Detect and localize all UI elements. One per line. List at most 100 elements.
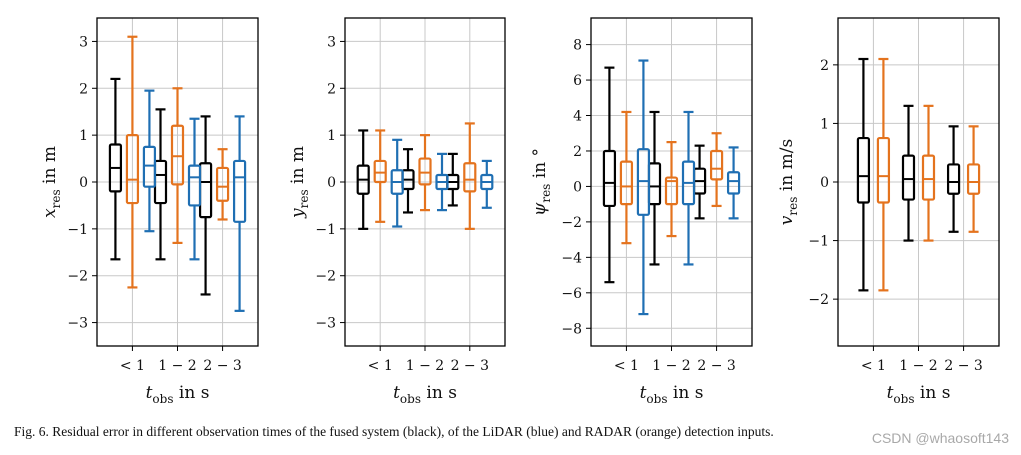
y-tick-label: −6 — [561, 286, 582, 302]
box-lidar — [232, 115, 247, 312]
box-fused — [401, 148, 415, 214]
x-tick-label: < 1 — [614, 358, 639, 374]
box-iqr — [463, 162, 477, 193]
box-lidar — [681, 110, 696, 266]
box-fused — [198, 115, 213, 296]
box-iqr — [125, 134, 140, 205]
box-iqr — [232, 159, 247, 223]
box-lidar — [390, 138, 404, 228]
box-radar — [619, 110, 634, 245]
y-tick-label: 0 — [573, 179, 582, 195]
y-tick-label: 4 — [573, 109, 582, 125]
box-iqr — [418, 157, 432, 186]
box-fused — [108, 77, 123, 261]
y-tick-label: 8 — [573, 38, 582, 54]
y-tick-label: 1 — [327, 128, 336, 144]
box-fused — [153, 108, 168, 261]
box-fused — [901, 104, 916, 242]
y-tick-label: −1 — [808, 234, 829, 250]
box-lidar — [187, 117, 202, 261]
panel-psi: 8 6 4 2 0 −2 −4 −6 −8 < 1 1 − 2 2 − 3 tobs in s ψres … — [530, 17, 753, 406]
x-tick-label: 2 − 3 — [451, 358, 489, 374]
y-tick-label: 6 — [573, 73, 582, 89]
box-fused — [647, 110, 662, 266]
y-tick-label: 0 — [79, 175, 88, 191]
box-radar — [921, 104, 936, 242]
box-fused — [946, 125, 961, 233]
box-radar — [215, 148, 230, 221]
x-tick-label: 2 − 3 — [944, 358, 982, 374]
x-tick-label: 1 − 2 — [158, 358, 196, 374]
box-fused — [692, 144, 707, 220]
x-axis-label: tobs in s — [393, 383, 457, 406]
y-tick-label: 0 — [327, 175, 336, 191]
box-iqr — [966, 163, 981, 195]
y-axis-label: ψres in ° — [530, 148, 553, 216]
box-radar — [876, 57, 891, 292]
box-fused — [856, 57, 871, 292]
y-tick-label: −2 — [561, 215, 582, 231]
y-tick-label: 2 — [327, 81, 336, 97]
box-iqr — [921, 154, 936, 201]
box-iqr — [876, 136, 891, 204]
y-tick-label: 2 — [79, 81, 88, 97]
y-axis-label: vres in m/s — [777, 139, 800, 225]
y-tick-label: −1 — [67, 222, 88, 238]
x-axis-label: tobs in s — [887, 383, 951, 406]
y-tick-label: −1 — [315, 222, 336, 238]
x-tick-label: 2 − 3 — [697, 358, 735, 374]
box-iqr — [664, 176, 679, 206]
box-radar — [664, 141, 679, 238]
panel-v: 2 1 0 −1 −2 < 1 1 − 2 2 − 3 tobs in s vres in m/s — [777, 17, 1000, 406]
box-lidar — [142, 89, 157, 233]
box-iqr — [187, 164, 202, 207]
y-tick-label: −2 — [315, 269, 336, 285]
panel-y: 3 2 1 0 −1 −2 −3 < 1 1 − 2 2 − 3 tobs in s yres in … — [288, 17, 506, 406]
box-iqr — [856, 136, 871, 204]
box-fused — [602, 66, 617, 284]
box-lidar — [636, 59, 651, 316]
box-iqr — [170, 124, 185, 186]
y-tick-label: −3 — [67, 316, 88, 332]
y-axis-label: yres in m — [288, 146, 311, 219]
box-radar — [170, 87, 185, 245]
box-fused — [356, 129, 370, 230]
box-iqr — [946, 163, 961, 195]
y-tick-label: 0 — [820, 175, 829, 191]
watermark: CSDN @whaosoft143 — [871, 430, 1009, 446]
y-tick-label: 1 — [79, 128, 88, 144]
x-tick-label: 2 − 3 — [203, 358, 241, 374]
box-radar — [709, 132, 724, 208]
y-tick-label: −2 — [67, 269, 88, 285]
y-tick-label: −3 — [315, 316, 336, 332]
box-iqr — [602, 149, 617, 208]
box-iqr — [215, 166, 230, 202]
box-radar — [418, 134, 432, 212]
box-iqr — [373, 159, 387, 184]
panel-x: 3 2 1 0 −1 −2 −3 < 1 1 − 2 2 − 3 tobs in s xres in … — [40, 17, 259, 406]
x-tick-label: 1 − 2 — [899, 358, 937, 374]
figure: 3 2 1 0 −1 −2 −3 < 1 1 − 2 2 − 3 tobs in s xres in … — [40, 17, 1000, 406]
y-tick-label: 3 — [327, 34, 336, 50]
box-iqr — [709, 149, 724, 181]
box-iqr — [647, 162, 662, 206]
y-tick-label: 3 — [79, 34, 88, 50]
x-axis-label: tobs in s — [146, 383, 210, 406]
y-tick-label: −4 — [561, 250, 582, 266]
box-lidar — [726, 146, 741, 220]
box-lidar — [435, 152, 449, 212]
y-tick-label: 1 — [820, 116, 829, 132]
box-iqr — [726, 171, 741, 195]
x-tick-label: < 1 — [861, 358, 886, 374]
y-tick-label: −8 — [561, 321, 582, 337]
box-fused — [446, 152, 460, 207]
y-tick-label: 2 — [820, 58, 829, 74]
box-radar — [373, 129, 387, 223]
x-tick-label: < 1 — [368, 358, 393, 374]
y-tick-label: −2 — [808, 292, 829, 308]
y-axis-label: xres in m — [40, 146, 63, 218]
box-radar — [463, 122, 477, 230]
x-tick-label: 1 − 2 — [652, 358, 690, 374]
box-radar — [125, 35, 140, 289]
box-lidar — [480, 159, 494, 209]
